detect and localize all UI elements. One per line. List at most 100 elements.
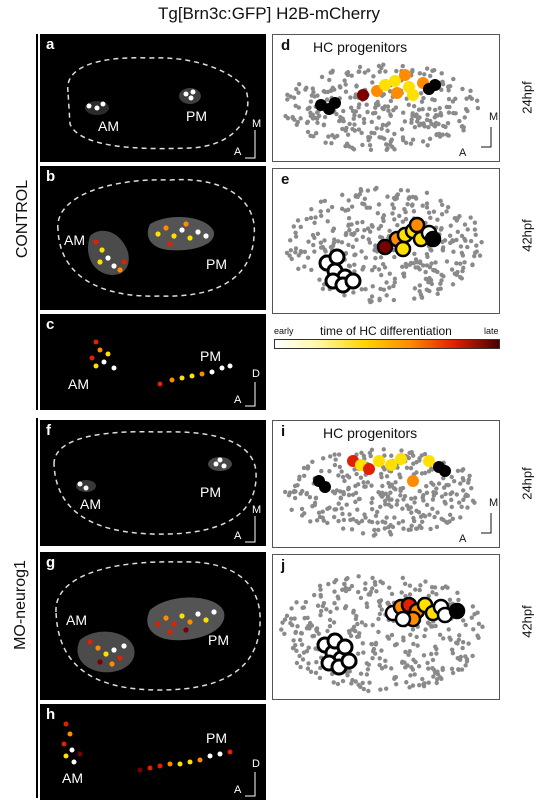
cell-dot xyxy=(410,111,415,116)
cell-dot xyxy=(372,248,377,253)
cell-dot xyxy=(400,264,405,269)
cell-dot xyxy=(473,250,478,255)
cell-dot xyxy=(359,249,364,254)
cell-dot xyxy=(407,685,412,690)
cell-dot xyxy=(312,235,317,240)
cell-dot xyxy=(374,589,379,594)
cell-dot xyxy=(465,505,470,510)
cell-dot xyxy=(369,506,375,512)
hc-progenitor-dot xyxy=(329,97,341,109)
cell-dot xyxy=(369,500,374,505)
cell-dot xyxy=(289,256,294,262)
cell-dot xyxy=(347,121,352,127)
cell-dot xyxy=(313,130,319,136)
cell-dot xyxy=(379,474,384,480)
cell-dot xyxy=(437,632,443,637)
cell-dot xyxy=(352,113,357,118)
cell-dot xyxy=(353,92,358,97)
cell-dot xyxy=(463,663,468,668)
cell-dot xyxy=(369,130,374,135)
cell-dot xyxy=(346,242,351,248)
hc-cell-ring xyxy=(344,272,362,290)
cell-dot xyxy=(303,599,309,605)
cell-dot xyxy=(452,215,458,221)
cell-dot xyxy=(310,116,316,121)
cell-dot xyxy=(408,527,413,532)
cell-dot xyxy=(310,86,315,91)
cell-dot xyxy=(422,633,427,639)
cell-dot xyxy=(408,673,413,678)
cell-dot xyxy=(392,147,397,152)
cell-dot xyxy=(409,665,414,670)
cell-dot xyxy=(306,661,311,666)
cell-dot xyxy=(443,584,448,589)
cell-dot xyxy=(331,680,336,685)
panel-g: g AM PM xyxy=(40,552,266,700)
cell-dot xyxy=(358,595,364,601)
cell-dot xyxy=(297,477,302,482)
cell-dot xyxy=(346,263,352,268)
cell-dot xyxy=(414,634,419,640)
cell-dot xyxy=(365,667,371,672)
cell-dot xyxy=(394,642,399,647)
cell-dot xyxy=(393,480,398,485)
hc-progenitor-dot xyxy=(423,455,435,467)
cell-dot xyxy=(309,207,314,212)
cell-dot xyxy=(335,594,341,599)
cell-dot xyxy=(295,624,300,629)
cell-dot xyxy=(356,520,361,526)
cell-dot xyxy=(467,473,472,479)
panel-c-am: AM xyxy=(68,376,89,392)
cell-dot xyxy=(376,599,382,604)
cell-dot xyxy=(416,664,422,669)
cell-dot xyxy=(381,287,387,292)
panel-j: j xyxy=(272,554,500,700)
cell-dot xyxy=(345,132,351,137)
cell-dot xyxy=(419,99,425,104)
cell-dot xyxy=(291,645,296,650)
cell-dot xyxy=(318,587,323,592)
cell-dot xyxy=(330,228,336,234)
cell-dot xyxy=(328,454,333,459)
cell-dot xyxy=(402,581,408,587)
cell-dot xyxy=(434,486,439,491)
cell-dot xyxy=(304,626,310,631)
cell-dot xyxy=(352,252,357,258)
cell-dot xyxy=(403,665,408,670)
cell-dot xyxy=(326,581,331,587)
cell-dot xyxy=(335,681,341,687)
cell-dot xyxy=(298,224,303,230)
cell-dot xyxy=(446,627,451,632)
cell-dot xyxy=(308,110,313,115)
cell-dot xyxy=(301,605,307,610)
cell-dot xyxy=(376,226,381,231)
cell-dot xyxy=(472,227,478,232)
cell-dot xyxy=(446,482,451,488)
cell-dot xyxy=(474,243,479,248)
cell-dot xyxy=(334,488,340,493)
cell-dot xyxy=(367,143,373,148)
cell-dot xyxy=(389,482,395,488)
cell-dot xyxy=(400,63,405,69)
cell-dot xyxy=(407,592,413,597)
cell-dot xyxy=(436,121,441,127)
cell-dot xyxy=(359,450,364,456)
cell-dot xyxy=(408,141,414,146)
cell-dot xyxy=(414,526,420,531)
hc-progenitor-dot xyxy=(407,475,419,487)
cell-dot xyxy=(418,583,423,588)
mo-bracket xyxy=(36,418,38,798)
cell-dot xyxy=(445,204,451,210)
cell-dot xyxy=(391,485,397,491)
cell-dot xyxy=(449,474,454,480)
cell-dot xyxy=(349,73,354,78)
cell-dot xyxy=(328,70,333,75)
cell-dot xyxy=(408,465,414,471)
cell-dot xyxy=(422,681,427,686)
cell-dot xyxy=(380,483,385,489)
cell-dot xyxy=(341,119,346,124)
cell-dot xyxy=(388,98,394,104)
cell-dot xyxy=(327,77,332,83)
cell-dot xyxy=(294,648,299,654)
cell-dot xyxy=(355,651,361,656)
